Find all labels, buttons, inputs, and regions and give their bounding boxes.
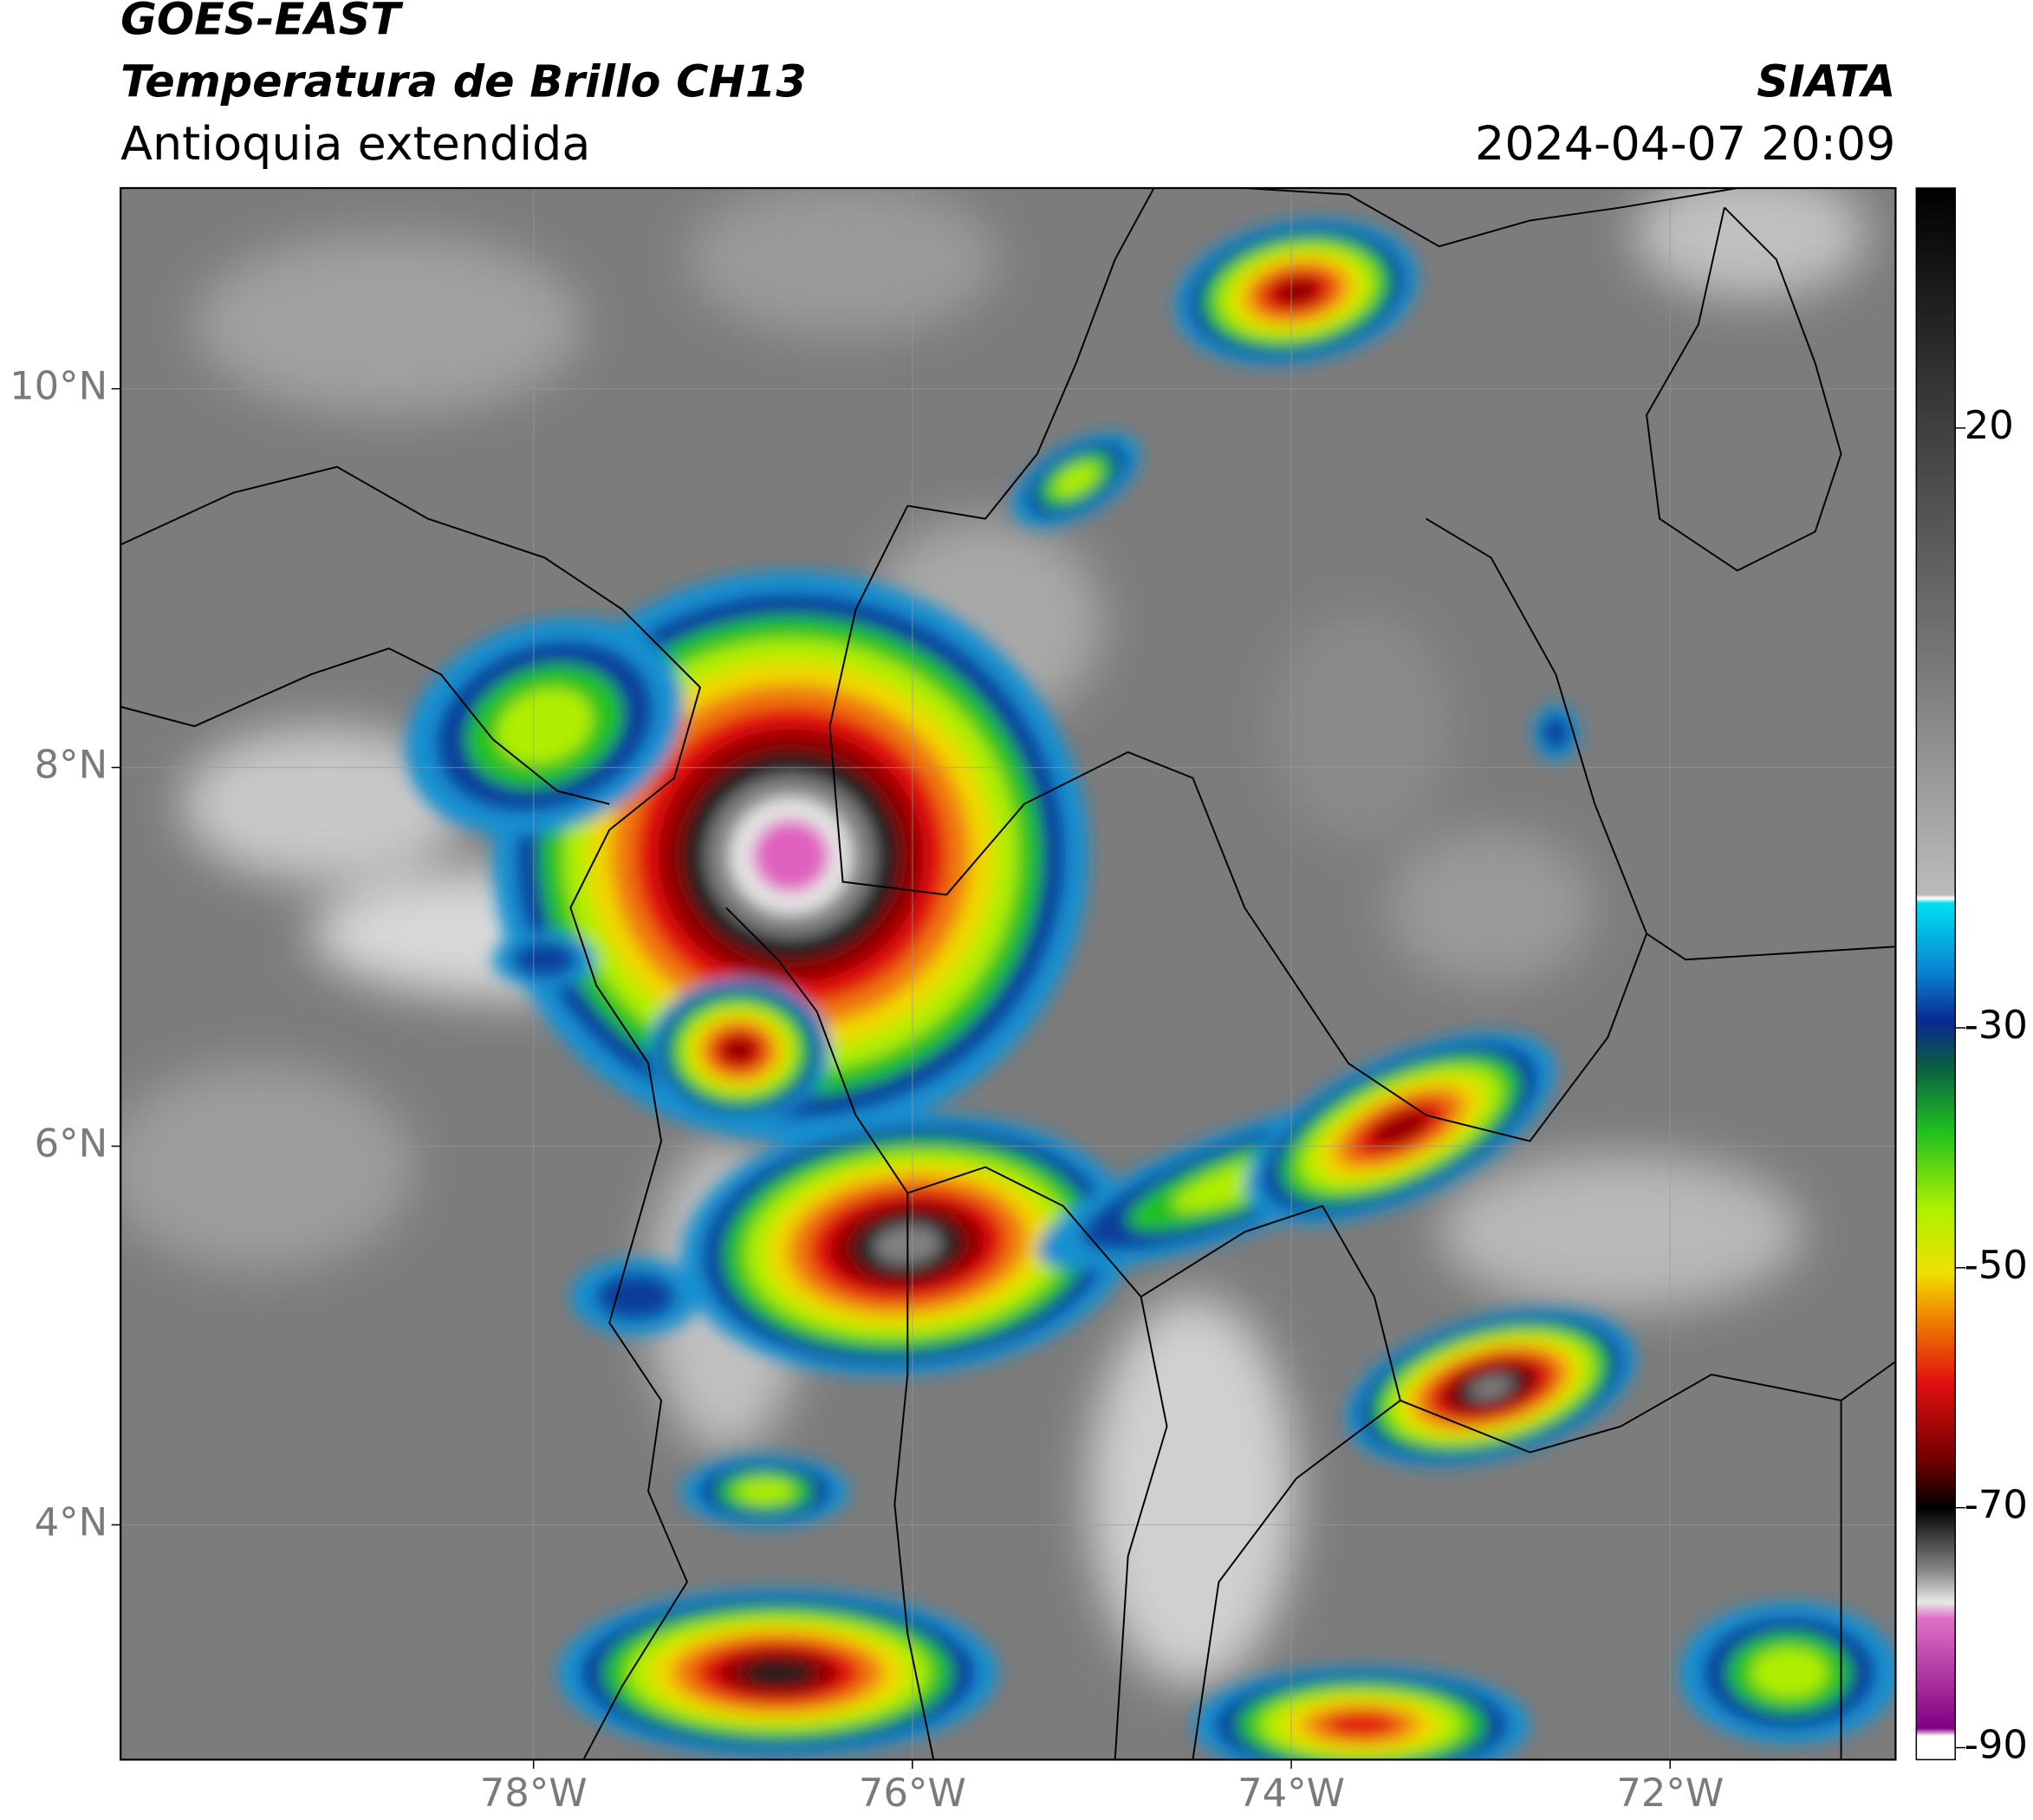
storm-layer: [1371, 1110, 1430, 1147]
storm-layer: [741, 1658, 815, 1687]
storm-layer: [722, 1037, 757, 1064]
cloud: [194, 233, 584, 415]
storm-layer: [1273, 277, 1320, 306]
border: [1400, 1373, 1841, 1453]
storm-layer: [752, 819, 829, 893]
cloud: [1634, 188, 1867, 299]
title: GOES-EAST: [120, 0, 404, 44]
cloud: [1088, 1297, 1297, 1687]
cloud: [1439, 1154, 1802, 1310]
grid: [120, 188, 1896, 1760]
coastline: [120, 647, 610, 805]
border: [1426, 517, 1648, 934]
map-area: [120, 188, 1896, 1760]
cloud: [1270, 609, 1452, 843]
storm-layer: [1469, 1375, 1513, 1400]
storm-layer: [1750, 1648, 1828, 1698]
colorbar-tick-label: -90: [1965, 1722, 2028, 1768]
storm-layer: [1541, 715, 1570, 751]
x-tick-label: 74°W: [1237, 1770, 1345, 1816]
border: [1140, 1205, 1401, 1760]
map-frame: [120, 186, 1897, 1761]
storm-layer: [496, 688, 594, 764]
source: SIATA: [1757, 55, 1895, 107]
colorbar: [1915, 187, 1956, 1761]
cloud-field: [120, 188, 1867, 1687]
coastline: [120, 465, 702, 1760]
storm-layer: [1326, 1712, 1397, 1738]
colorbar-tick-label: -30: [1965, 1002, 2028, 1048]
border: [828, 505, 1896, 1142]
subtitle: Temperatura de Brillo CH13: [120, 55, 807, 107]
borders: [120, 188, 1896, 1760]
storm-field: [406, 218, 1896, 1760]
storm-layer: [595, 1272, 676, 1321]
y-tick-label: 6°N: [35, 1121, 108, 1167]
y-tick-label: 4°N: [35, 1498, 108, 1544]
cloud: [687, 188, 998, 338]
coastline: [1244, 188, 1738, 248]
cloud: [1387, 829, 1595, 986]
axes: 78°W 76°W 74°W 72°W 10°N 8°N 6°N 4°N: [10, 363, 1724, 1817]
x-tick-label: 72°W: [1616, 1770, 1724, 1816]
storm-layer: [1053, 463, 1099, 497]
border: [893, 1193, 935, 1760]
colorbar-tick-label: -50: [1965, 1242, 2028, 1288]
y-tick-label: 10°N: [10, 363, 107, 409]
colorbar-tick-label: 20: [1965, 402, 2014, 448]
cloud: [181, 725, 467, 882]
coastline: [907, 188, 1155, 520]
x-tick-label: 78°W: [480, 1770, 588, 1816]
x-tick-label: 76°W: [859, 1770, 966, 1816]
storm-layer: [512, 941, 577, 978]
border: [725, 907, 1168, 1760]
timestamp: 2024-04-07 20:09: [1475, 116, 1895, 171]
cloud: [120, 1063, 415, 1271]
region: Antioquia extendida: [120, 116, 590, 171]
y-tick-label: 8°N: [35, 742, 108, 788]
colorbar-tick-label: -70: [1965, 1482, 2028, 1528]
coastline: [1646, 206, 1842, 572]
colorbar-ticks: 20 -30 -50 -70 -90: [1955, 402, 2028, 1768]
storm-layer: [735, 1479, 795, 1505]
